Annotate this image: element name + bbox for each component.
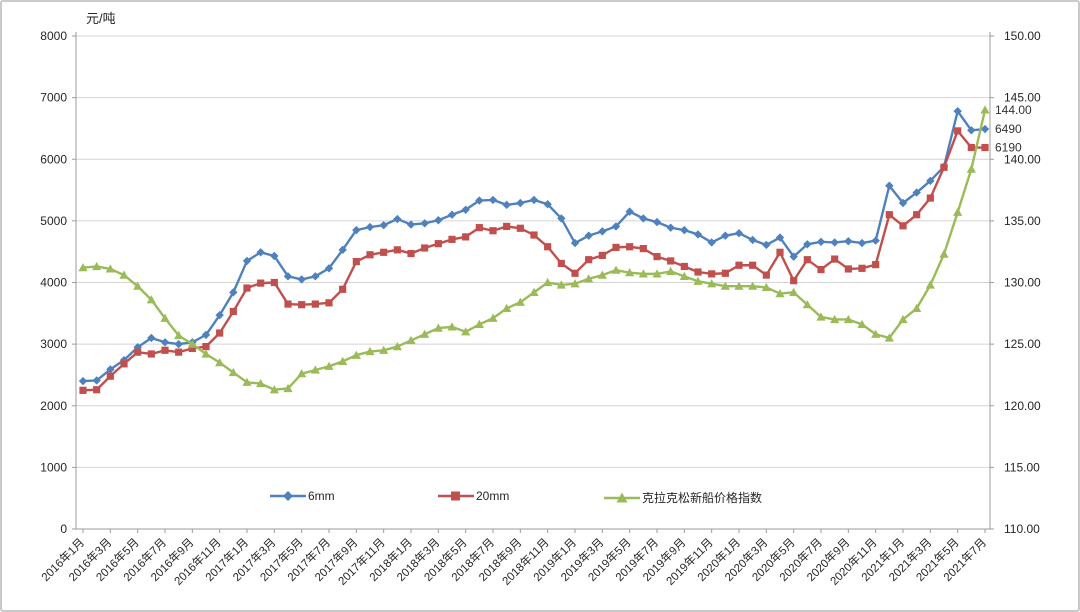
- series-克拉克松新船价格指数: [82, 109, 987, 391]
- series-20mm: [82, 129, 985, 392]
- svg-text:1000: 1000: [40, 460, 67, 474]
- axes: [72, 32, 994, 530]
- svg-text:8000: 8000: [40, 29, 67, 43]
- left-axis-tick-labels: 0 1000 2000 3000 4000 5000 6000 7000 8000: [40, 29, 67, 536]
- series-克拉克松新船价格指数-markers: [78, 105, 990, 394]
- end-label-6mm: 6490: [995, 122, 1022, 136]
- left-axis-title: 元/吨: [86, 11, 116, 26]
- end-labels: 6190: [995, 141, 1022, 155]
- svg-text:150.00: 150.00: [1004, 29, 1041, 43]
- svg-text:3000: 3000: [40, 337, 67, 351]
- gridlines: [76, 35, 990, 468]
- end-label-20mm: 6190: [995, 141, 1022, 155]
- end-labels: 6490: [995, 122, 1022, 136]
- svg-text:2000: 2000: [40, 399, 67, 413]
- svg-text:130.00: 130.00: [1004, 276, 1041, 290]
- end-labels: 144.00: [995, 103, 1032, 117]
- svg-text:120.00: 120.00: [1004, 399, 1041, 413]
- series-6mm: [82, 109, 986, 383]
- svg-text:0: 0: [60, 522, 67, 536]
- svg-text:125.00: 125.00: [1004, 337, 1041, 351]
- svg-text:110.00: 110.00: [1004, 522, 1040, 536]
- svg-text:4000: 4000: [40, 276, 67, 290]
- svg-text:145.00: 145.00: [1004, 91, 1041, 105]
- right-axis-tick-labels: 110.00 115.00 120.00 125.00 130.00 135.00 140.…: [1004, 29, 1041, 536]
- x-axis-tick-labels: 2016年1月2016年3月2016年5月2016年7月2016年9月2016年…: [38, 529, 989, 588]
- series-6mm-markers: [78, 106, 990, 386]
- svg-text:115.00: 115.00: [1004, 460, 1040, 474]
- svg-text:5000: 5000: [40, 214, 67, 228]
- svg-text:135.00: 135.00: [1004, 214, 1041, 228]
- svg-text:7000: 7000: [40, 91, 67, 105]
- svg-text:140.00: 140.00: [1004, 152, 1041, 166]
- series-20mm-markers: [79, 127, 989, 394]
- svg-text:6000: 6000: [40, 152, 67, 166]
- end-label-克拉克松新船价格指数: 144.00: [995, 103, 1032, 117]
